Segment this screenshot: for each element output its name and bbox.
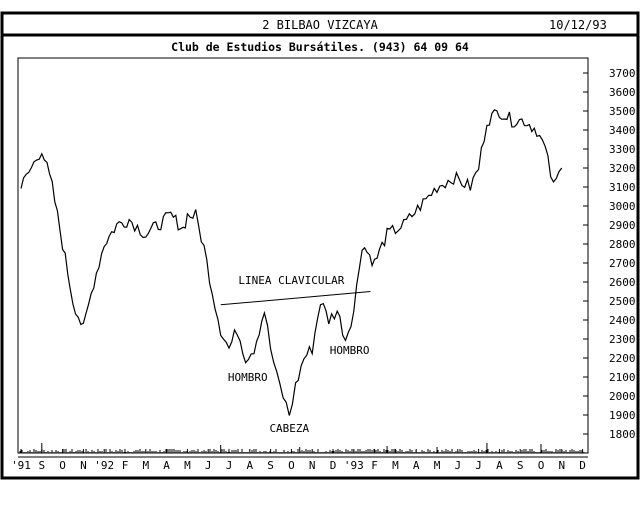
x-tick-label: '93 bbox=[344, 459, 364, 472]
y-tick-label: 3700 bbox=[609, 67, 636, 80]
y-tick-label: 3600 bbox=[609, 86, 636, 99]
volume-bars bbox=[19, 443, 585, 453]
plot-area-border bbox=[17, 57, 589, 454]
x-tick-label: S bbox=[267, 459, 274, 472]
x-tick-label: '91 bbox=[11, 459, 31, 472]
x-tick-label: J bbox=[454, 459, 461, 472]
x-tick-label: J bbox=[475, 459, 482, 472]
y-tick-label: 3000 bbox=[609, 200, 636, 213]
x-tick-label: O bbox=[288, 459, 295, 472]
y-tick-label: 2500 bbox=[609, 295, 636, 308]
x-tick-label: S bbox=[517, 459, 524, 472]
neckline bbox=[220, 291, 371, 306]
x-tick-label: A bbox=[413, 459, 420, 472]
x-tick-label: M bbox=[434, 459, 441, 472]
y-tick-label: 2400 bbox=[609, 314, 636, 327]
price-series-line bbox=[20, 109, 563, 416]
annotation-label: LINEA CLAVICULAR bbox=[238, 274, 344, 287]
y-tick-label: 3500 bbox=[609, 105, 636, 118]
y-tick-label: 2900 bbox=[609, 219, 636, 232]
outer-border bbox=[0, 11, 640, 480]
x-tick-label: N bbox=[558, 459, 565, 472]
y-tick-label: 1800 bbox=[609, 428, 636, 441]
y-tick-label: 3400 bbox=[609, 124, 636, 137]
y-tick-label: 2000 bbox=[609, 390, 636, 403]
y-tick-label: 2300 bbox=[609, 333, 636, 346]
x-tick-label: J bbox=[205, 459, 212, 472]
chart-title: 2 BILBAO VIZCAYA bbox=[262, 18, 378, 32]
x-tick-label: D bbox=[330, 459, 337, 472]
x-tick-label: D bbox=[579, 459, 586, 472]
y-tick-label: 3100 bbox=[609, 181, 636, 194]
x-tick-label: O bbox=[59, 459, 66, 472]
x-axis: '91 S O N '92 F M A M J J A S O N D '93 F M A M J J A S O N D bbox=[11, 449, 588, 472]
x-tick-label: M bbox=[142, 459, 149, 472]
y-tick-label: 2100 bbox=[609, 371, 636, 384]
x-tick-label: N bbox=[309, 459, 316, 472]
x-tick-label: F bbox=[122, 459, 129, 472]
chart-date: 10/12/93 bbox=[549, 18, 607, 32]
x-tick-label: N bbox=[80, 459, 87, 472]
y-tick-label: 2200 bbox=[609, 352, 636, 365]
y-tick-label: 3300 bbox=[609, 143, 636, 156]
y-tick-label: 3200 bbox=[609, 162, 636, 175]
y-axis: 1800 1900 2000 2100 2200 2300 2400 2500 2600 2700… bbox=[583, 67, 636, 441]
y-tick-label: 2700 bbox=[609, 257, 636, 270]
annotation-label: HOMBRO bbox=[330, 344, 370, 357]
x-tick-label: J bbox=[226, 459, 233, 472]
annotations: LINEA CLAVICULAR HOMBRO CABEZA HOMBRO bbox=[228, 274, 370, 435]
x-tick-label: M bbox=[184, 459, 191, 472]
x-tick-label: S bbox=[38, 459, 45, 472]
x-tick-label: F bbox=[371, 459, 378, 472]
x-tick-label: A bbox=[496, 459, 503, 472]
y-tick-label: 1900 bbox=[609, 409, 636, 422]
x-tick-label: A bbox=[163, 459, 170, 472]
annotation-label: CABEZA bbox=[269, 422, 309, 435]
x-tick-label: '92 bbox=[94, 459, 114, 472]
chart-subtitle: Club de Estudios Bursátiles. (943) 64 09… bbox=[171, 40, 469, 54]
annotation-label: HOMBRO bbox=[228, 371, 268, 384]
x-tick-label: O bbox=[538, 459, 545, 472]
y-tick-label: 2800 bbox=[609, 238, 636, 251]
x-tick-label: A bbox=[246, 459, 253, 472]
x-tick-label: M bbox=[392, 459, 399, 472]
y-tick-label: 2600 bbox=[609, 276, 636, 289]
